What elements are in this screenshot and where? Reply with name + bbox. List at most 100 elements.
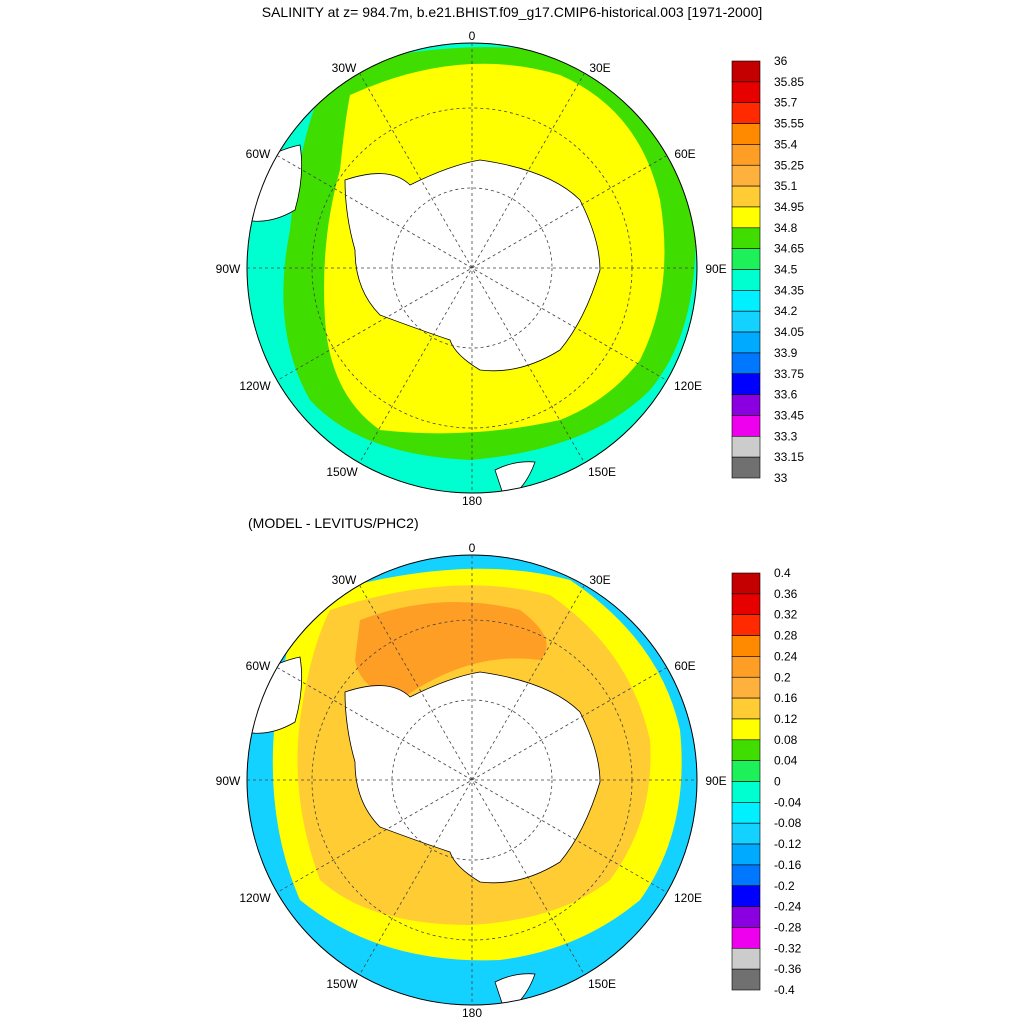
lon-label: 120E — [674, 891, 702, 905]
colorbar-tick-label: -0.36 — [774, 962, 802, 976]
colorbar-tick-label: 33.15 — [774, 450, 804, 464]
lon-label: 30W — [332, 573, 357, 587]
lon-label: 180 — [462, 1006, 482, 1020]
colorbar-swatch — [731, 802, 761, 824]
colorbar-tick-label: -0.28 — [774, 920, 802, 934]
lon-label: 90W — [216, 774, 241, 788]
colorbar-tick-label: 33.45 — [774, 408, 804, 422]
colorbar-swatch — [731, 144, 761, 166]
colorbar-tick-label: 0.2 — [774, 670, 791, 684]
colorbar-tick-label: 33 — [774, 471, 788, 485]
colorbar-tick-label: 35.1 — [774, 179, 798, 193]
lon-labels-bottom: 0 30E 60E 90E 120E 150E 180 150W 120W 90… — [216, 541, 727, 1020]
lon-labels-top: 0 30E 60E 90E 120E 150E 180 150W 120W 90… — [216, 29, 727, 508]
colorbar-tick-label: 35.4 — [774, 137, 798, 151]
colorbar-swatch — [731, 415, 761, 437]
colorbar-tick-label: 35.85 — [774, 75, 804, 89]
colorbar-swatch — [731, 906, 761, 928]
lon-label: 150E — [588, 465, 616, 479]
colorbar-swatch — [731, 60, 761, 83]
colorbar-difference: 0.4 0.36 0.32 0.28 0.24 0.2 0.16 0.12 0.08 0.04 0 -… — [731, 566, 802, 997]
colorbar-tick-label: 34.95 — [774, 200, 804, 214]
colorbar-swatch — [731, 373, 761, 395]
lon-label: 60W — [246, 147, 271, 161]
colorbar-tick-label: 34.05 — [774, 325, 804, 339]
colorbar-tick-label: 0.08 — [774, 733, 798, 747]
colorbar-swatch — [731, 968, 761, 991]
colorbar-swatch — [731, 718, 761, 741]
colorbar-swatch — [731, 435, 761, 458]
colorbar-tick-label: 0.04 — [774, 754, 798, 768]
colorbar-swatch — [731, 227, 761, 249]
colorbar-tick-label: 33.75 — [774, 367, 804, 381]
lon-label: 120W — [239, 891, 271, 905]
colorbar-swatch — [731, 102, 761, 124]
lon-label: 120W — [239, 379, 271, 393]
colorbar-tick-label: 34.65 — [774, 242, 804, 256]
colorbar-tick-label: -0.04 — [774, 795, 802, 809]
lon-label: 60W — [246, 659, 271, 673]
colorbar-swatch — [731, 822, 761, 845]
colorbar-tick-label: 0.4 — [774, 566, 791, 580]
colorbar-tick-label: 0.12 — [774, 712, 798, 726]
colorbar-swatch — [731, 593, 761, 615]
colorbar-swatch — [731, 164, 761, 187]
colorbar-swatch — [731, 864, 761, 887]
colorbar-tick-label: 35.7 — [774, 96, 798, 110]
colorbar-swatch — [731, 456, 761, 479]
plot-title: SALINITY at z= 984.7m, b.e21.BHIST.f09_g… — [261, 4, 763, 20]
colorbar-tick-label: 35.55 — [774, 117, 804, 131]
colorbar-swatch — [731, 290, 761, 312]
colorbar-tick-label: 0.28 — [774, 629, 798, 643]
lon-label: 60E — [674, 147, 695, 161]
positive-anomaly-band — [355, 602, 547, 700]
difference-subtitle: (MODEL - LEVITUS/PHC2) — [248, 515, 419, 531]
colorbar-tick-label: -0.4 — [774, 983, 795, 997]
lon-label: 30E — [589, 573, 610, 587]
colorbar-swatch — [731, 614, 761, 636]
colorbar-swatch — [731, 927, 761, 949]
lon-label: 120E — [674, 379, 702, 393]
colorbar-swatch — [731, 781, 761, 803]
colorbar-swatch — [731, 885, 761, 907]
lon-label: 30E — [589, 61, 610, 75]
colorbar-swatch — [731, 352, 761, 375]
colorbar-swatch — [731, 947, 761, 970]
colorbar-swatch — [731, 697, 761, 720]
colorbar-swatch — [731, 739, 761, 761]
colorbar-swatch — [731, 676, 761, 699]
difference-map: 0 30E 60E 90E 120E 150E 180 150W 120W 90… — [216, 541, 802, 1020]
colorbar-tick-label: 0.36 — [774, 587, 798, 601]
lon-label: 90E — [705, 262, 726, 276]
lon-label: 0 — [469, 29, 476, 43]
colorbar-tick-label: 0 — [774, 775, 781, 789]
salinity-map: 0 30E 60E 90E 120E 150E 180 150W 120W 90… — [216, 29, 805, 508]
colorbar-swatch — [731, 206, 761, 229]
colorbar-tick-label: 34.2 — [774, 304, 798, 318]
colorbar-swatch — [731, 81, 761, 103]
colorbar-tick-label: -0.2 — [774, 879, 795, 893]
lon-label: 60E — [674, 659, 695, 673]
colorbar-swatch — [731, 656, 761, 678]
colorbar-tick-label: 36 — [774, 54, 788, 68]
colorbar-tick-label: -0.12 — [774, 837, 802, 851]
colorbar-tick-label: -0.16 — [774, 858, 802, 872]
colorbar-swatch — [731, 635, 761, 657]
colorbar-tick-label: 33.3 — [774, 429, 798, 443]
colorbar-salinity: 36 35.85 35.7 35.55 35.4 35.25 35.1 34.95 34.8 34… — [731, 54, 804, 485]
graticule — [247, 555, 697, 1005]
colorbar-tick-label: -0.24 — [774, 900, 802, 914]
colorbar-swatch — [731, 123, 761, 145]
lon-label: 30W — [332, 61, 357, 75]
colorbar-tick-label: 0.16 — [774, 691, 798, 705]
antarctica-land — [344, 159, 601, 372]
lon-label: 90W — [216, 262, 241, 276]
colorbar-swatch — [731, 394, 761, 416]
graticule — [247, 43, 697, 493]
colorbar-tick-label: 34.5 — [774, 263, 798, 277]
lon-label: 150W — [326, 465, 358, 479]
lon-label: 0 — [469, 541, 476, 555]
colorbar-tick-label: 0.24 — [774, 649, 798, 663]
lon-label: 150W — [326, 977, 358, 991]
